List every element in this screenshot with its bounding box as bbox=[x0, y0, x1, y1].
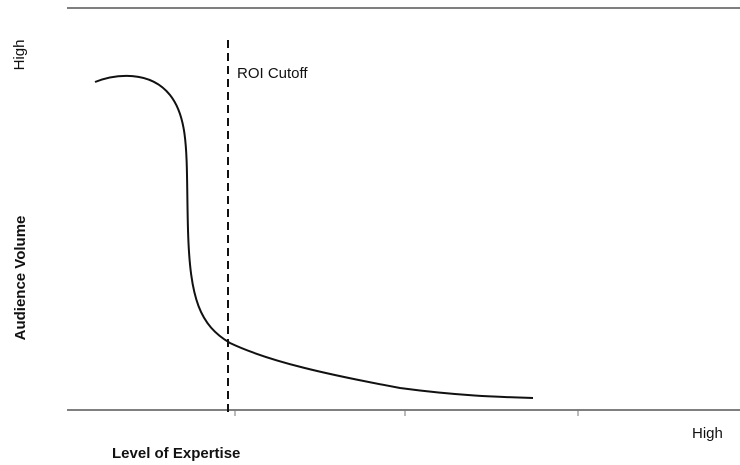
x-high-label: High bbox=[692, 425, 723, 442]
audience-curve bbox=[94, 74, 534, 399]
annotation: ROI Cutoff bbox=[237, 65, 308, 82]
y-high-label: High bbox=[11, 40, 28, 71]
x-axis-label: Level of Expertise bbox=[112, 445, 240, 462]
y-axis-label: Audience Volume bbox=[12, 216, 29, 341]
